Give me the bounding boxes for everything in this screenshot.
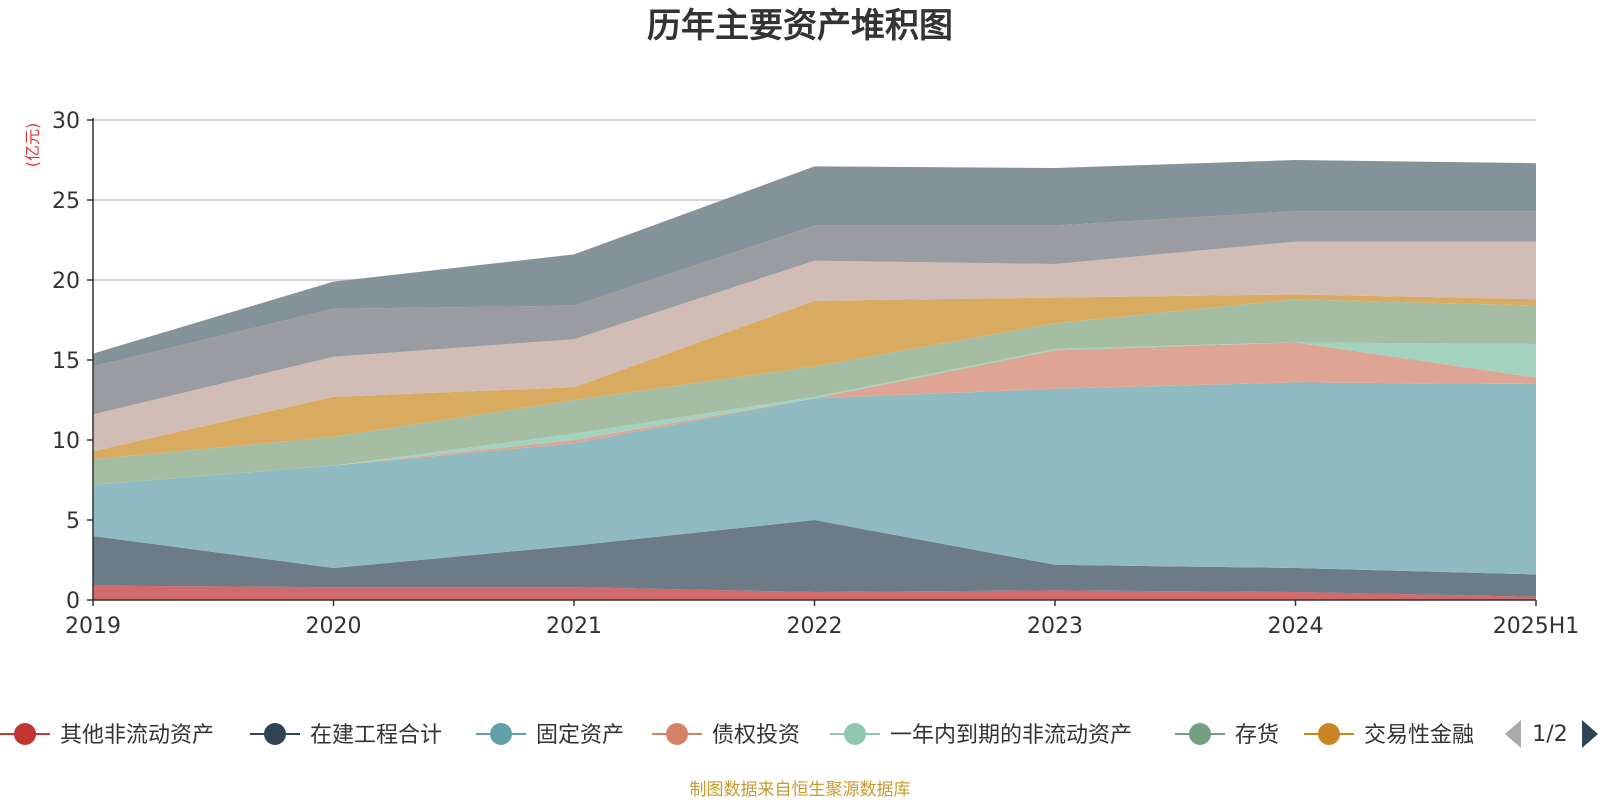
legend-label: 在建工程合计 [310,723,442,748]
area-series-layer [93,160,1536,600]
legend-item[interactable]: 一年内到期的非流动资产 [830,723,1132,748]
legend-circle-marker [264,723,286,745]
legend-item[interactable]: 固定资产 [476,723,624,748]
y-tick-label: 15 [52,349,80,374]
legend-label: 交易性金融 [1364,723,1474,748]
legend-circle-marker [490,723,512,745]
prev-page-icon[interactable] [1505,720,1521,748]
legend-circle-marker [1318,723,1340,745]
legend-item[interactable]: 在建工程合计 [250,723,442,748]
axes: 0 5 10 15 20 25 30 2019 2020 2021 2022 2023 2024 2025… [52,109,1579,639]
legend-item[interactable]: 交易性金融 [1304,723,1474,748]
x-tick-label: 2023 [1027,614,1083,639]
legend-item[interactable]: 存货 [1175,723,1279,748]
legend-page-indicator: 1/2 [1532,722,1567,747]
x-tick-label: 2022 [787,614,843,639]
legend-label: 存货 [1235,723,1279,748]
next-page-icon[interactable] [1582,720,1598,748]
area-series-10[interactable] [93,160,1536,367]
legend-circle-marker [1189,723,1211,745]
y-tick-label: 0 [66,589,80,614]
legend-label: 债权投资 [712,723,800,748]
legend-label: 一年内到期的非流动资产 [890,723,1132,748]
x-tick-label: 2021 [546,614,602,639]
area-series-9[interactable] [93,211,1536,415]
y-tick-label: 5 [66,509,80,534]
data-source-note: 制图数据来自恒生聚源数据库 [690,780,911,800]
x-tick-label: 2024 [1268,614,1324,639]
legend-item[interactable]: 债权投资 [652,723,800,748]
area-series-3[interactable] [93,382,1536,575]
y-tick-label: 20 [52,269,80,294]
legend-label: 其他非流动资产 [60,723,214,748]
x-tick-label: 2019 [65,614,121,639]
area-series-2[interactable] [93,520,1536,597]
legend-item[interactable]: 其他非流动资产 [0,723,214,748]
area-series-6[interactable] [93,299,1536,485]
legend-circle-marker [666,723,688,745]
area-series-7[interactable] [93,294,1536,460]
area-series-8[interactable] [93,241,1536,452]
x-tick-label: 2020 [306,614,362,639]
legend-label: 固定资产 [536,723,624,748]
x-tick-label: 2025H1 [1493,614,1580,639]
y-tick-label: 10 [52,429,80,454]
chart-title: 历年主要资产堆积图 [647,6,953,46]
y-tick-label: 30 [52,109,80,134]
legend-circle-marker [844,723,866,745]
legend-circle-marker [14,723,36,745]
legend[interactable]: 其他非流动资产 在建工程合计 固定资产 债权投资 一年内到期的非流动资产 存货 交易性金融 [0,723,1474,748]
area-series-1[interactable] [93,585,1536,600]
y-tick-label: 25 [52,189,80,214]
legend-pager: 1/2 [1505,720,1598,748]
y-axis-unit: (亿元) [23,123,42,168]
area-series-4[interactable] [93,342,1536,485]
